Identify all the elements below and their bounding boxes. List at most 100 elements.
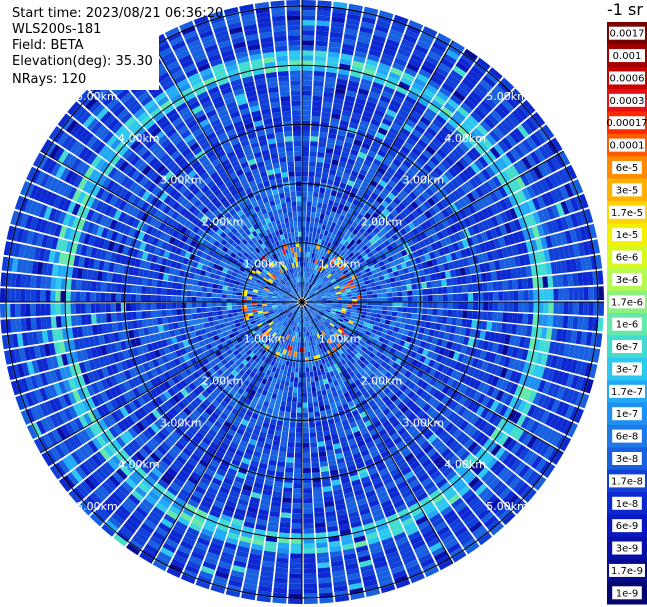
heatmap-cell	[360, 387, 368, 395]
heatmap-cell	[290, 371, 295, 378]
heatmap-cell	[379, 354, 387, 361]
heatmap-cell	[349, 442, 358, 451]
heatmap-cell	[355, 545, 369, 553]
heatmap-cell	[322, 480, 332, 488]
heatmap-sectors	[0, 0, 604, 604]
heatmap-cell	[305, 311, 308, 317]
heatmap-cell	[283, 321, 288, 327]
heatmap-cell	[385, 345, 392, 352]
heatmap-cell	[321, 307, 327, 310]
heatmap-cell	[297, 316, 300, 322]
heatmap-cell	[418, 473, 430, 483]
heatmap-cell	[316, 431, 324, 438]
heatmap-cell	[366, 369, 374, 377]
heatmap-cell	[532, 314, 539, 326]
heatmap-cell	[326, 305, 332, 309]
heatmap-cell	[328, 423, 336, 430]
heatmap-cell	[420, 413, 430, 423]
heatmap-cell	[526, 452, 539, 467]
heatmap-cell	[585, 378, 594, 394]
heatmap-cell	[177, 492, 189, 503]
heatmap-cell	[189, 494, 202, 504]
heatmap-cell	[297, 326, 300, 333]
heatmap-cell	[298, 306, 301, 312]
heatmap-cell	[180, 540, 194, 551]
heatmap-cell	[334, 498, 345, 506]
heatmap-cell	[306, 331, 310, 337]
heatmap-cell	[268, 335, 274, 342]
heatmap-cell	[126, 543, 141, 556]
heatmap-cell	[294, 457, 302, 464]
heatmap-cell	[366, 362, 374, 370]
heatmap-cell	[545, 354, 554, 367]
heatmap-cell	[312, 477, 321, 483]
heatmap-cell	[195, 431, 205, 441]
heatmap-cell	[146, 286, 152, 295]
heatmap-cell	[268, 459, 277, 467]
heatmap-cell	[558, 302, 564, 315]
heatmap-cell	[298, 367, 302, 373]
heatmap-cell	[342, 329, 349, 335]
heatmap-cell	[351, 334, 357, 341]
heatmap-cell	[315, 349, 320, 356]
heatmap-cell	[456, 318, 463, 327]
heatmap-cell	[303, 498, 313, 504]
heatmap-cell	[347, 302, 353, 305]
heatmap-cell	[312, 396, 318, 403]
heatmap-cell	[413, 432, 424, 443]
heatmap-cell	[261, 389, 268, 396]
heatmap-cell	[232, 564, 246, 573]
heatmap-cell	[567, 315, 574, 329]
heatmap-cell	[251, 294, 258, 298]
heatmap-cell	[305, 316, 308, 322]
heatmap-cell	[376, 399, 385, 408]
heatmap-cell	[186, 290, 192, 297]
heatmap-cell	[270, 449, 279, 457]
heatmap-cell	[289, 319, 293, 325]
heatmap-cell	[329, 464, 338, 471]
heatmap-cell	[252, 487, 263, 495]
heatmap-cell	[458, 363, 467, 373]
heatmap-cell	[323, 378, 329, 385]
heatmap-cell	[471, 357, 480, 368]
heatmap-cell	[386, 329, 393, 336]
heatmap-cell	[116, 312, 122, 322]
heatmap-cell	[193, 513, 206, 523]
heatmap-cell	[293, 351, 297, 358]
heatmap-cell	[388, 415, 398, 424]
heatmap-cell	[194, 485, 207, 495]
heatmap-cell	[281, 502, 292, 509]
heatmap-cell	[405, 336, 413, 343]
heatmap-cell	[351, 375, 359, 382]
heatmap-cell	[246, 296, 252, 300]
heatmap-cell	[268, 364, 274, 371]
heatmap-cell	[327, 303, 333, 305]
heatmap-cell	[277, 389, 284, 396]
heatmap-cell	[259, 394, 266, 401]
heatmap-cell	[309, 437, 317, 443]
heatmap-cell	[382, 476, 394, 486]
heatmap-cell	[303, 553, 316, 559]
heatmap-cell	[295, 305, 299, 310]
heatmap-cell	[116, 530, 131, 543]
heatmap-cell	[381, 395, 390, 404]
heatmap-cell	[391, 419, 401, 428]
heatmap-cell	[377, 305, 383, 310]
heatmap-cell	[282, 349, 287, 355]
heatmap-cell	[408, 568, 423, 579]
heatmap-cell	[221, 294, 227, 299]
heatmap-cell	[303, 568, 317, 574]
heatmap-cell	[225, 537, 239, 546]
heatmap-cell	[237, 288, 243, 293]
heatmap-cell	[327, 530, 340, 538]
heatmap-cell	[324, 404, 331, 411]
field-label: Field: BETA	[12, 38, 84, 53]
heatmap-cell	[302, 422, 309, 428]
heatmap-cell	[161, 288, 167, 295]
heatmap-cell	[225, 450, 235, 459]
heatmap-cell	[404, 452, 415, 462]
heatmap-cell	[462, 538, 477, 551]
heatmap-cell	[550, 399, 561, 414]
heatmap-cell	[201, 286, 208, 293]
heatmap-cell	[281, 395, 288, 402]
